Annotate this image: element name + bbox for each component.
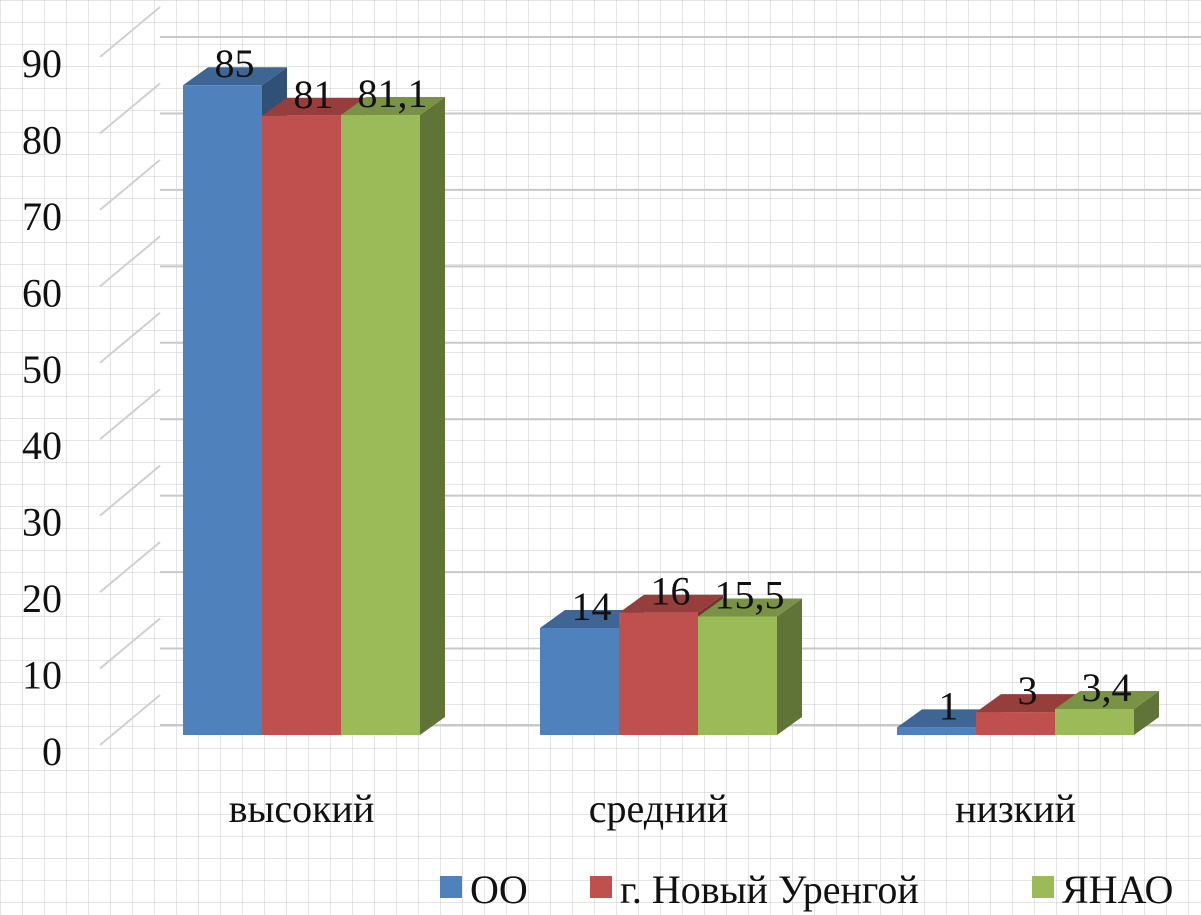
side-wall-line xyxy=(99,464,161,517)
bar-top xyxy=(341,97,445,116)
value-label: 81 xyxy=(294,72,334,117)
bar-top xyxy=(698,598,802,617)
bar-top xyxy=(897,709,1001,728)
side-wall-line xyxy=(99,388,161,440)
x-tick-label: средний xyxy=(589,786,729,831)
bar-top xyxy=(1055,691,1159,710)
side-wall-line xyxy=(99,617,161,670)
side-wall-line xyxy=(99,6,161,58)
y-tick-label: 90 xyxy=(22,41,62,86)
y-tick-label: 50 xyxy=(22,347,62,392)
bar xyxy=(619,612,698,735)
y-tick-label: 70 xyxy=(22,194,62,239)
bar xyxy=(262,115,341,736)
value-label: 15,5 xyxy=(715,573,785,618)
y-tick-label: 10 xyxy=(22,653,62,698)
side-wall-line xyxy=(99,694,161,746)
legend-label: г. Новый Уренгой xyxy=(620,867,919,912)
bar xyxy=(540,627,619,735)
bar-side xyxy=(1134,691,1159,735)
y-tick-label: 30 xyxy=(22,500,62,545)
bar xyxy=(976,712,1055,735)
y-tick-label: 0 xyxy=(42,729,62,774)
y-tick-label: 40 xyxy=(22,423,62,468)
legend-swatch xyxy=(440,876,462,898)
legend-label: ЯНАО xyxy=(1062,867,1173,912)
bar-top xyxy=(619,594,723,613)
bar xyxy=(183,85,262,735)
bar-top xyxy=(262,97,366,116)
value-label: 81,1 xyxy=(358,71,428,116)
y-tick-label: 80 xyxy=(22,117,62,162)
bar-side xyxy=(777,598,802,735)
value-label: 3 xyxy=(1018,668,1038,713)
bar-top xyxy=(183,67,287,86)
bar xyxy=(698,616,777,735)
legend-swatch xyxy=(1032,876,1054,898)
value-label: 85 xyxy=(215,41,255,86)
side-wall-line xyxy=(99,82,161,135)
y-tick-label: 20 xyxy=(22,576,62,621)
bar xyxy=(897,727,976,735)
bar xyxy=(1055,709,1134,735)
x-tick-label: низкий xyxy=(955,786,1076,831)
side-wall-line xyxy=(99,235,161,288)
bar-side xyxy=(420,97,445,736)
value-label: 1 xyxy=(939,683,959,728)
y-tick-label: 60 xyxy=(22,270,62,315)
bar-top xyxy=(976,694,1080,713)
side-wall-line xyxy=(99,312,161,364)
side-wall-line xyxy=(99,159,161,211)
x-tick-label: высокий xyxy=(229,786,375,831)
value-label: 14 xyxy=(572,584,612,629)
bar-top xyxy=(540,609,644,628)
bar xyxy=(341,115,420,736)
legend-swatch xyxy=(590,876,612,898)
side-wall-line xyxy=(99,541,161,593)
value-label: 16 xyxy=(651,569,691,614)
value-label: 3,4 xyxy=(1082,665,1132,710)
legend-label: ОО xyxy=(470,867,528,912)
